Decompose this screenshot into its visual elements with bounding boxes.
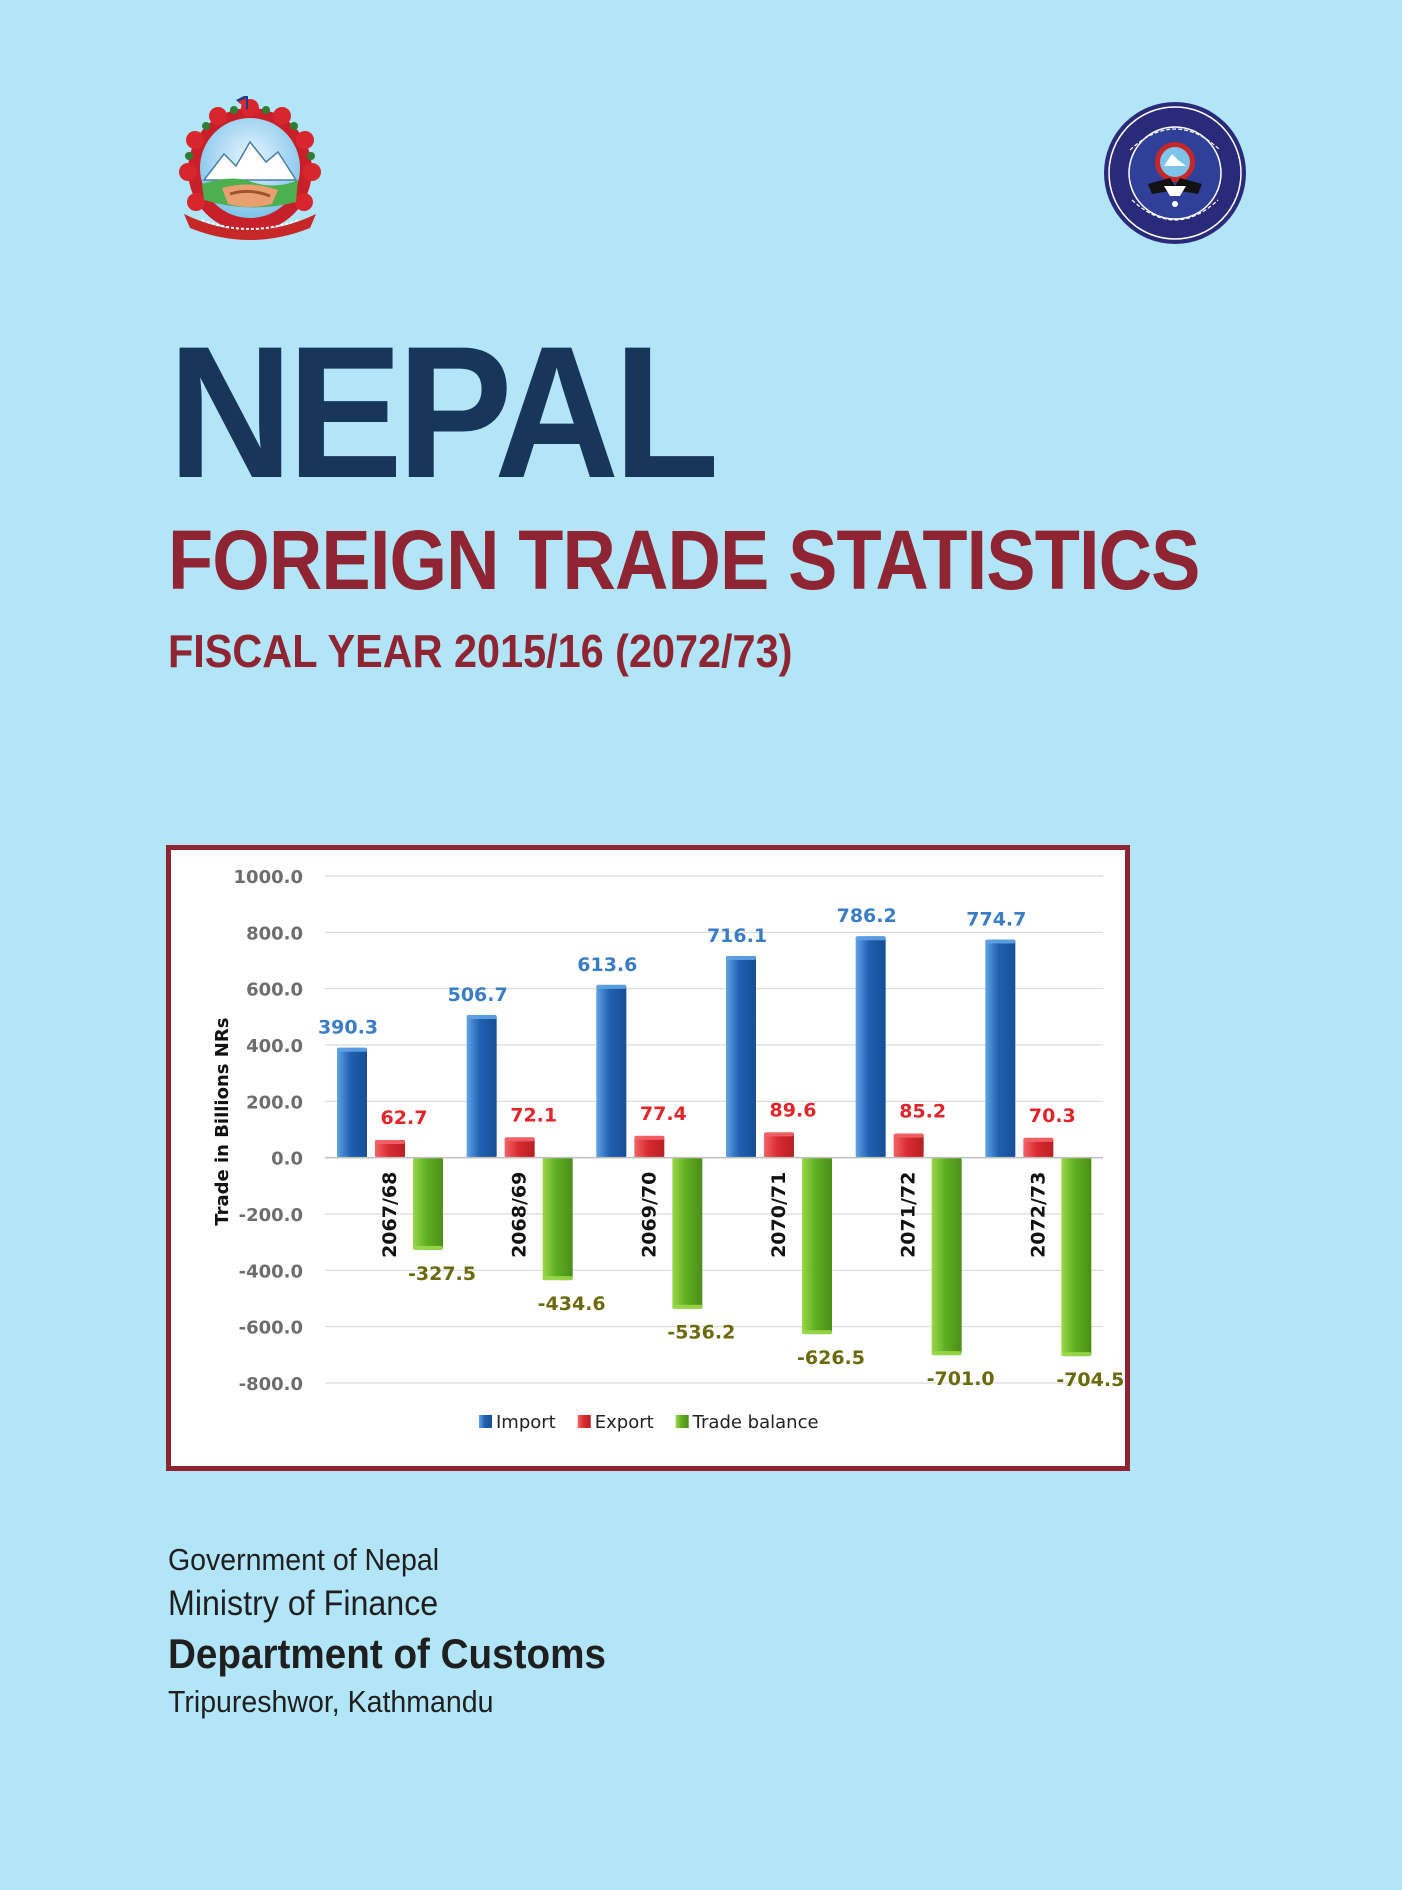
trade-chart-frame: 1000.0 800.0 600.0 400.0 200.0 0.0 -200.0 -400.… <box>166 845 1130 1471</box>
footer-government: Government of Nepal <box>168 1542 440 1577</box>
bar-cap <box>931 1351 962 1356</box>
data-label: 774.7 <box>966 908 1026 930</box>
fiscal-year: FISCAL YEAR 2015/16 (2072/73) <box>168 625 793 677</box>
y-tick-label: 1000.0 <box>234 867 303 888</box>
bar-cap <box>466 1014 497 1019</box>
bar-cap <box>375 1140 405 1145</box>
bar-trade-balance <box>413 1157 443 1250</box>
data-label: -701.0 <box>927 1368 995 1390</box>
bar-cap <box>893 1133 924 1138</box>
y-tick-label: 400.0 <box>246 1036 303 1057</box>
y-tick-label: 0.0 <box>271 1149 303 1170</box>
data-label: -434.6 <box>538 1293 606 1315</box>
bar-import <box>726 955 756 1158</box>
bar-export <box>634 1135 665 1158</box>
bar-cap <box>1061 1352 1092 1357</box>
bar-trade-balance <box>802 1157 832 1335</box>
bar-import <box>596 984 627 1158</box>
y-tick-label: 600.0 <box>246 980 303 1001</box>
nepal-coat-of-arms-emblem <box>179 96 321 240</box>
data-label: 62.7 <box>381 1107 428 1129</box>
y-axis-title: Trade in Billions NRs <box>212 1018 233 1226</box>
legend-swatch <box>577 1415 591 1428</box>
y-tick-label: -400.0 <box>239 1261 303 1282</box>
footer-ministry: Ministry of Finance <box>168 1584 439 1623</box>
bar-export <box>504 1137 535 1158</box>
legend-swatch <box>479 1415 492 1428</box>
bar-import <box>337 1047 367 1158</box>
footer-department: Department of Customs <box>168 1630 606 1677</box>
y-tick-label: -600.0 <box>239 1318 303 1339</box>
data-label: 390.3 <box>318 1017 378 1039</box>
page-title: NEPAL <box>168 307 719 517</box>
data-label: 786.2 <box>837 905 897 927</box>
bar-import <box>985 939 1016 1158</box>
data-label: 77.4 <box>640 1103 687 1125</box>
bar-cap <box>413 1245 443 1250</box>
bar-import <box>466 1014 497 1158</box>
bar-cap <box>542 1276 573 1281</box>
data-label: 613.6 <box>577 954 637 976</box>
data-label: -626.5 <box>797 1347 865 1369</box>
legend-label: Export <box>595 1412 654 1433</box>
data-label: -704.5 <box>1056 1369 1124 1391</box>
x-category-label: 2071/72 <box>898 1172 920 1258</box>
data-label: -536.2 <box>667 1322 735 1344</box>
bar-export <box>375 1140 405 1158</box>
legend-swatch <box>675 1415 689 1428</box>
x-category-label: 2068/69 <box>509 1172 531 1258</box>
bar-cap <box>764 1132 794 1137</box>
bar-cap <box>672 1304 703 1309</box>
x-category-label: 2070/71 <box>768 1172 790 1258</box>
bar-trade-balance <box>1061 1157 1092 1357</box>
x-category-label: 2067/68 <box>379 1172 401 1258</box>
x-category-label: 2072/73 <box>1027 1172 1049 1258</box>
y-tick-label: 200.0 <box>246 1092 303 1113</box>
bar-export <box>893 1133 924 1158</box>
bar-cap <box>855 936 886 941</box>
y-tick-label: 800.0 <box>246 923 303 944</box>
bar-cap <box>504 1137 535 1142</box>
legend-label: Trade balance <box>692 1412 819 1433</box>
bar-trade-balance <box>672 1157 703 1309</box>
data-label: 89.6 <box>770 1099 817 1121</box>
bar-cap <box>726 955 756 960</box>
bar-cap <box>985 939 1016 944</box>
bar-cap <box>337 1047 367 1052</box>
legend-label: Import <box>496 1412 556 1433</box>
data-label: -327.5 <box>408 1263 476 1285</box>
bar-cap <box>596 984 627 989</box>
data-label: 70.3 <box>1029 1105 1076 1127</box>
data-label: 72.1 <box>510 1104 557 1126</box>
bar-cap <box>1023 1137 1054 1142</box>
bar-trade-balance <box>931 1157 962 1356</box>
bar-cap <box>802 1330 832 1335</box>
nepal-customs-seal-emblem <box>1104 102 1246 244</box>
bar-cap <box>634 1135 665 1140</box>
data-label: 506.7 <box>448 984 508 1006</box>
bar-trade-balance <box>542 1157 573 1281</box>
footer-location: Tripureshwor, Kathmandu <box>168 1684 494 1719</box>
x-category-label: 2069/70 <box>638 1172 660 1258</box>
bar-export <box>764 1132 794 1158</box>
bar-export <box>1023 1137 1054 1158</box>
data-label: 716.1 <box>707 925 767 947</box>
y-tick-label: -800.0 <box>239 1374 303 1395</box>
bar-import <box>855 936 886 1158</box>
data-label: 85.2 <box>899 1101 946 1123</box>
page-subtitle: FOREIGN TRADE STATISTICS <box>168 513 1200 607</box>
trade-chart: 1000.0 800.0 600.0 400.0 200.0 0.0 -200.0 -400.… <box>212 867 1124 1433</box>
y-tick-label: -200.0 <box>239 1205 303 1226</box>
